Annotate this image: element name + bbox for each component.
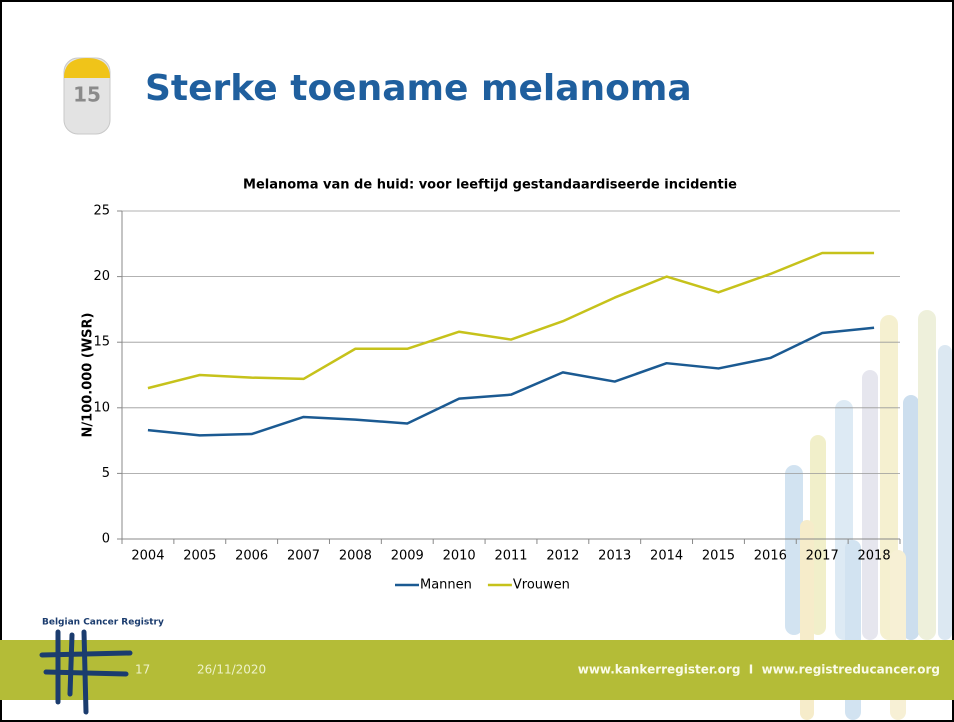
- x-tick-label: 2016: [754, 549, 787, 564]
- x-tick-label: 2010: [443, 549, 476, 564]
- legend-label: Mannen: [420, 578, 472, 593]
- x-tick-label: 2009: [391, 549, 424, 564]
- slide: 15 Sterke toename melanoma Melanoma van …: [0, 0, 954, 722]
- y-tick-label: 15: [93, 335, 110, 350]
- icon-label: 15: [73, 83, 101, 107]
- x-tick-label: 2005: [183, 549, 216, 564]
- y-tick-label: 20: [93, 269, 110, 284]
- x-tick-label: 2015: [702, 549, 735, 564]
- x-tick-label: 2017: [806, 549, 839, 564]
- x-tick-label: 2014: [650, 549, 683, 564]
- x-tick-label: 2012: [546, 549, 579, 564]
- y-tick-label: 10: [93, 400, 110, 415]
- y-tick-label: 0: [102, 532, 110, 547]
- y-tick-label: 25: [93, 204, 110, 219]
- x-tick-label: 2008: [339, 549, 372, 564]
- x-tick-label: 2006: [235, 549, 268, 564]
- x-tick-label: 2013: [598, 549, 631, 564]
- page: 15 Sterke toename melanoma Melanoma van …: [0, 0, 954, 722]
- chart-title: Melanoma van de huid: voor leeftijd gest…: [243, 178, 737, 193]
- logo-text: Belgian Cancer Registry: [42, 618, 164, 628]
- page-number: 17: [135, 663, 150, 677]
- x-tick-label: 2011: [494, 549, 527, 564]
- milestone-icon: 15: [64, 58, 110, 134]
- legend-label: Vrouwen: [513, 578, 570, 593]
- footer-url: www.kankerregister.org I www.registreduc…: [578, 663, 940, 677]
- x-tick-label: 2004: [131, 549, 164, 564]
- slide-title: Sterke toename melanoma: [145, 68, 692, 109]
- y-axis-title: N/100.000 (WSR): [81, 313, 96, 438]
- x-tick-label: 2018: [858, 549, 891, 564]
- y-tick-label: 5: [102, 466, 110, 481]
- x-tick-label: 2007: [287, 549, 320, 564]
- date: 26/11/2020: [197, 663, 266, 677]
